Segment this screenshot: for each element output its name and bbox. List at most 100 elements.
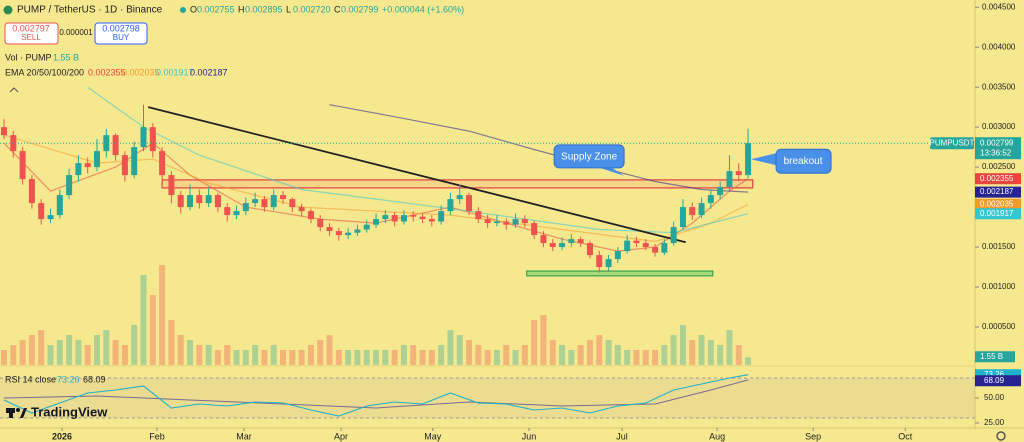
volume-bar bbox=[428, 350, 435, 365]
volume-bar bbox=[159, 265, 166, 365]
volume-bar bbox=[568, 350, 575, 365]
volume-bar bbox=[363, 350, 370, 365]
volume-bar bbox=[707, 340, 714, 365]
candle-body bbox=[140, 127, 147, 148]
candle-body bbox=[280, 195, 287, 200]
x-tick-label: Sep bbox=[805, 431, 821, 441]
settings-icon[interactable] bbox=[996, 431, 1006, 441]
volume-legend: Vol · PUMP bbox=[5, 52, 52, 62]
volume-bar bbox=[586, 340, 593, 365]
candle-body bbox=[56, 195, 63, 216]
volume-bar bbox=[317, 340, 324, 365]
volume-bar bbox=[419, 350, 426, 365]
candle-body bbox=[94, 151, 101, 168]
candle-body bbox=[326, 227, 333, 232]
ticker-tag bbox=[930, 137, 974, 150]
volume-bar bbox=[391, 350, 398, 365]
x-tick-label: Feb bbox=[149, 431, 165, 441]
volume-tag-value: 1.55 B bbox=[980, 352, 1003, 361]
volume-bar bbox=[224, 345, 231, 365]
volume-bar bbox=[400, 345, 407, 365]
ohlc-value: 0.002755 bbox=[197, 4, 235, 14]
buy-button[interactable] bbox=[94, 22, 148, 45]
ticker: PUMPUSDT bbox=[930, 138, 975, 147]
scroll-arrow[interactable] bbox=[9, 87, 19, 93]
ohlc-value: 0.002720 bbox=[293, 4, 331, 14]
volume-bar bbox=[689, 340, 696, 365]
candle-body bbox=[261, 199, 268, 208]
ema-tag bbox=[975, 198, 1021, 210]
candle-body bbox=[307, 211, 314, 220]
candle-body bbox=[456, 195, 463, 200]
supply-callout-text: Supply Zone bbox=[561, 152, 618, 163]
ema-value: 0.002355 bbox=[88, 67, 126, 77]
y-tick-label: 0.001000 bbox=[982, 282, 1016, 291]
volume-bar bbox=[19, 340, 26, 365]
candle-body bbox=[605, 259, 612, 268]
volume-bar bbox=[354, 350, 361, 365]
rsi-ma-tag-value: 68.09 bbox=[984, 376, 1005, 385]
candle-body bbox=[670, 227, 677, 244]
volume-bar bbox=[345, 350, 352, 365]
candle-body bbox=[698, 203, 705, 216]
candle-body bbox=[196, 195, 203, 204]
volume-bar bbox=[559, 345, 566, 365]
volume-bar bbox=[624, 350, 631, 365]
ohlc-legend: O 0.002755 H 0.002895 L 0.002720 C 0.002799 +0.0… bbox=[190, 4, 464, 14]
candle-body bbox=[131, 147, 138, 176]
volume-bar bbox=[112, 340, 119, 365]
y-tick-label: 0.003000 bbox=[982, 122, 1016, 131]
candle-body bbox=[345, 232, 352, 236]
buy-label: BUY bbox=[113, 33, 130, 42]
volume-bar bbox=[47, 345, 54, 365]
ema-tag bbox=[975, 208, 1021, 220]
volume-bar bbox=[512, 350, 519, 365]
candle-body bbox=[549, 243, 556, 248]
ohlc-value: 0.002799 bbox=[341, 4, 379, 14]
volume-bar bbox=[307, 345, 314, 365]
price-tag-timer: 13:36:52 bbox=[980, 148, 1012, 157]
candle-body bbox=[84, 163, 91, 168]
sell-button[interactable] bbox=[4, 22, 59, 45]
volume-bar bbox=[717, 345, 724, 365]
candle-body bbox=[103, 135, 110, 152]
ohlc-key: C bbox=[334, 4, 341, 14]
candle-body bbox=[438, 211, 445, 222]
candle-body bbox=[149, 127, 156, 152]
volume-bar bbox=[149, 295, 156, 365]
candle-body bbox=[224, 207, 231, 216]
candle-body bbox=[168, 175, 175, 196]
ohlc-value: 0.002895 bbox=[245, 4, 283, 14]
rsi-ma-value: 68.09 bbox=[83, 374, 106, 384]
volume-bar bbox=[475, 345, 482, 365]
volume-bar bbox=[521, 345, 528, 365]
candle-body bbox=[586, 243, 593, 256]
breakout-callout bbox=[775, 148, 832, 174]
symbol-logo bbox=[3, 5, 13, 15]
ohlc-key: H bbox=[238, 4, 245, 14]
candle-body bbox=[19, 151, 26, 180]
candle-body bbox=[335, 231, 342, 236]
volume-bar bbox=[177, 335, 184, 365]
volume-bar bbox=[679, 325, 686, 365]
volume-bar bbox=[493, 350, 500, 365]
candle-body bbox=[242, 203, 249, 212]
rsi-line bbox=[3, 374, 749, 417]
y-tick-label: 0.004500 bbox=[982, 2, 1016, 11]
sell-price: 0.002797 bbox=[12, 23, 50, 33]
candle-body bbox=[419, 216, 426, 220]
volume-bar bbox=[633, 350, 640, 365]
y-tick-label: 0.000500 bbox=[982, 322, 1016, 331]
candle-body bbox=[679, 207, 686, 228]
sell-label: SELL bbox=[21, 33, 41, 42]
volume-bar bbox=[280, 350, 287, 365]
candle-body bbox=[661, 243, 668, 253]
candle-body bbox=[466, 195, 473, 212]
y-tick-label: 0.003500 bbox=[982, 82, 1016, 91]
volume-bar bbox=[94, 335, 101, 365]
volume-bar bbox=[614, 345, 621, 365]
volume-bar bbox=[242, 350, 249, 365]
volume-bar bbox=[596, 335, 603, 365]
volume-bar bbox=[503, 345, 510, 365]
